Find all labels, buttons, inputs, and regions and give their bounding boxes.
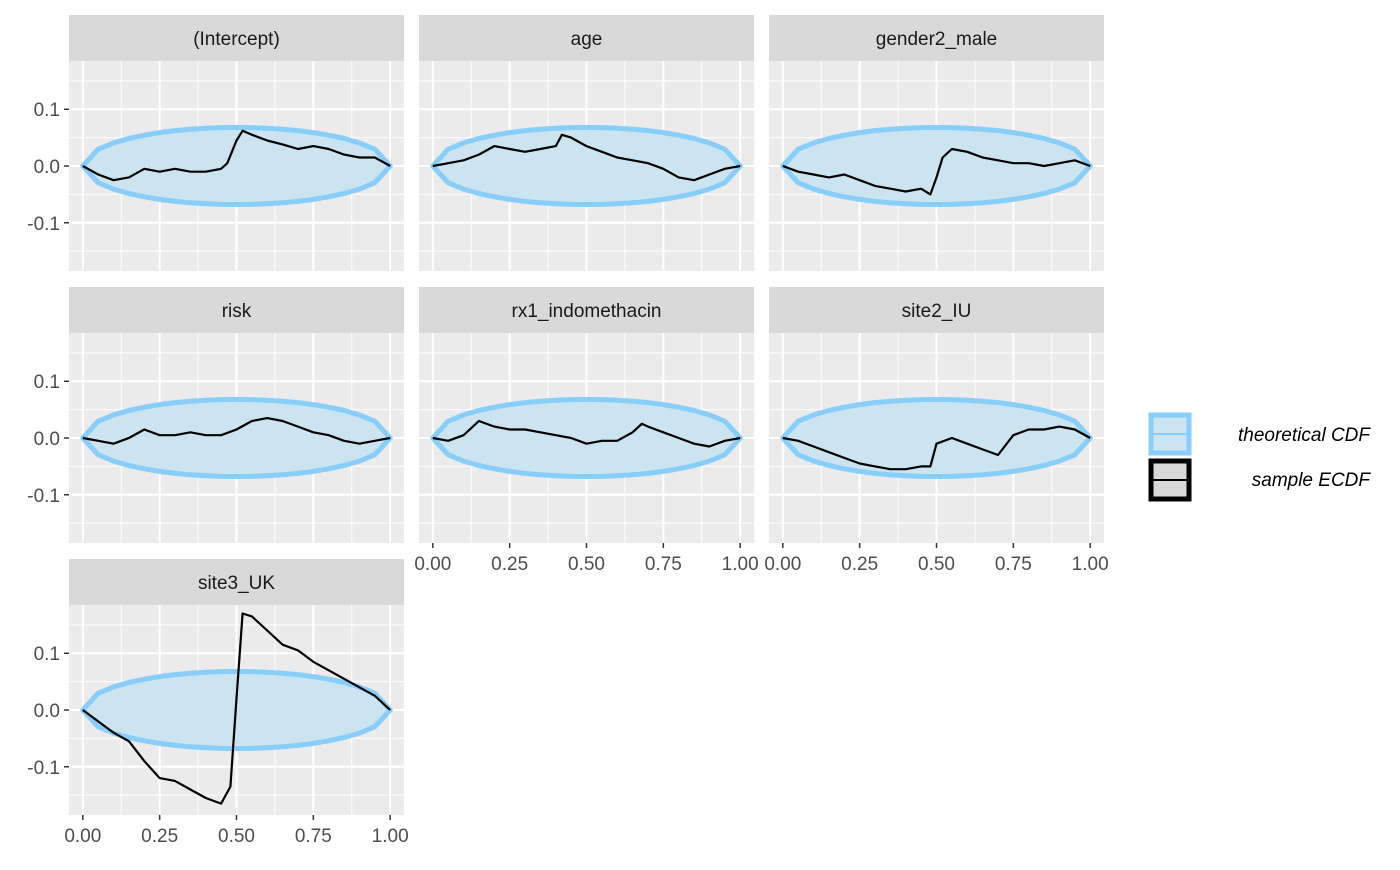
facet-strip	[69, 559, 404, 605]
facet-strip	[69, 287, 404, 333]
x-tick-label: 0.50	[218, 826, 255, 847]
sample-ecdf-line	[82, 417, 391, 445]
y-tick-label: -0.1	[27, 486, 60, 507]
facet-panel: risk -0.1 0.0 0.1	[27, 287, 404, 543]
y-tick-label: -0.1	[27, 758, 60, 779]
theoretical-cdf-band	[780, 397, 1093, 479]
x-tick-label: 1.00	[722, 554, 759, 575]
x-tick-label: 0.75	[645, 554, 682, 575]
sample-ecdf-line	[82, 129, 391, 182]
legend-label-theoretical: theoretical CDF	[1238, 425, 1371, 446]
facet-strip	[69, 15, 404, 61]
legend: theoretical CDF sample ECDF	[1148, 412, 1372, 502]
facet-strip-label: site3_UK	[198, 573, 275, 594]
facet-panel: age	[419, 15, 754, 271]
y-tick-label: 0.1	[34, 100, 60, 121]
facet-strip	[419, 15, 754, 61]
facet-panel: gender2_male	[769, 15, 1104, 271]
x-tick-label: 0.75	[995, 554, 1032, 575]
facet-strip-label: (Intercept)	[193, 29, 280, 50]
y-tick-label: 0.1	[34, 372, 60, 393]
x-tick-label: 0.25	[141, 826, 178, 847]
facet-strip-label: age	[571, 29, 603, 50]
sample-ecdf-line	[782, 147, 1091, 196]
facet-strip	[419, 287, 754, 333]
x-tick-label: 1.00	[372, 826, 409, 847]
facet-strip-label: rx1_indomethacin	[512, 301, 662, 322]
x-tick-label: 0.00	[764, 554, 801, 575]
x-tick-label: 0.50	[568, 554, 605, 575]
y-tick-label: 0.1	[34, 644, 60, 665]
facet-panel: rx1_indomethacin 0.00 0.25 0.50 0.75 1.00	[414, 287, 759, 575]
x-tick-label: 0.00	[64, 826, 101, 847]
sample-ecdf-line	[432, 133, 741, 182]
facet-strip	[769, 15, 1104, 61]
facet-panel: site3_UK -0.1 0.0 0.1 0.00 0.25 0.50 0.75 1.00	[27, 559, 409, 847]
sample-ecdf-line	[432, 419, 741, 448]
facet-strip-label: risk	[222, 301, 252, 322]
facet-strip-label: gender2_male	[876, 29, 997, 50]
facet-panel: (Intercept) -0.1 0.0 0.1	[27, 15, 404, 271]
x-tick-label: 0.50	[918, 554, 955, 575]
sample-ecdf-line	[82, 612, 391, 805]
y-tick-label: -0.1	[27, 214, 60, 235]
y-tick-label: 0.0	[34, 429, 60, 450]
theoretical-cdf-band	[430, 397, 743, 479]
y-tick-label: 0.0	[34, 701, 60, 722]
theoretical-cdf-band	[430, 125, 743, 207]
legend-label-sample: sample ECDF	[1252, 470, 1372, 491]
y-tick-label: 0.0	[34, 157, 60, 178]
x-tick-label: 1.00	[1072, 554, 1109, 575]
facet-strip	[769, 287, 1104, 333]
x-tick-label: 0.00	[414, 554, 451, 575]
x-tick-label: 0.75	[295, 826, 332, 847]
x-tick-label: 0.25	[491, 554, 528, 575]
sample-ecdf-line	[782, 425, 1091, 471]
facet-panel: site2_IU 0.00 0.25 0.50 0.75 1.00	[764, 287, 1109, 575]
x-tick-label: 0.25	[841, 554, 878, 575]
facet-strip-label: site2_IU	[902, 301, 972, 322]
